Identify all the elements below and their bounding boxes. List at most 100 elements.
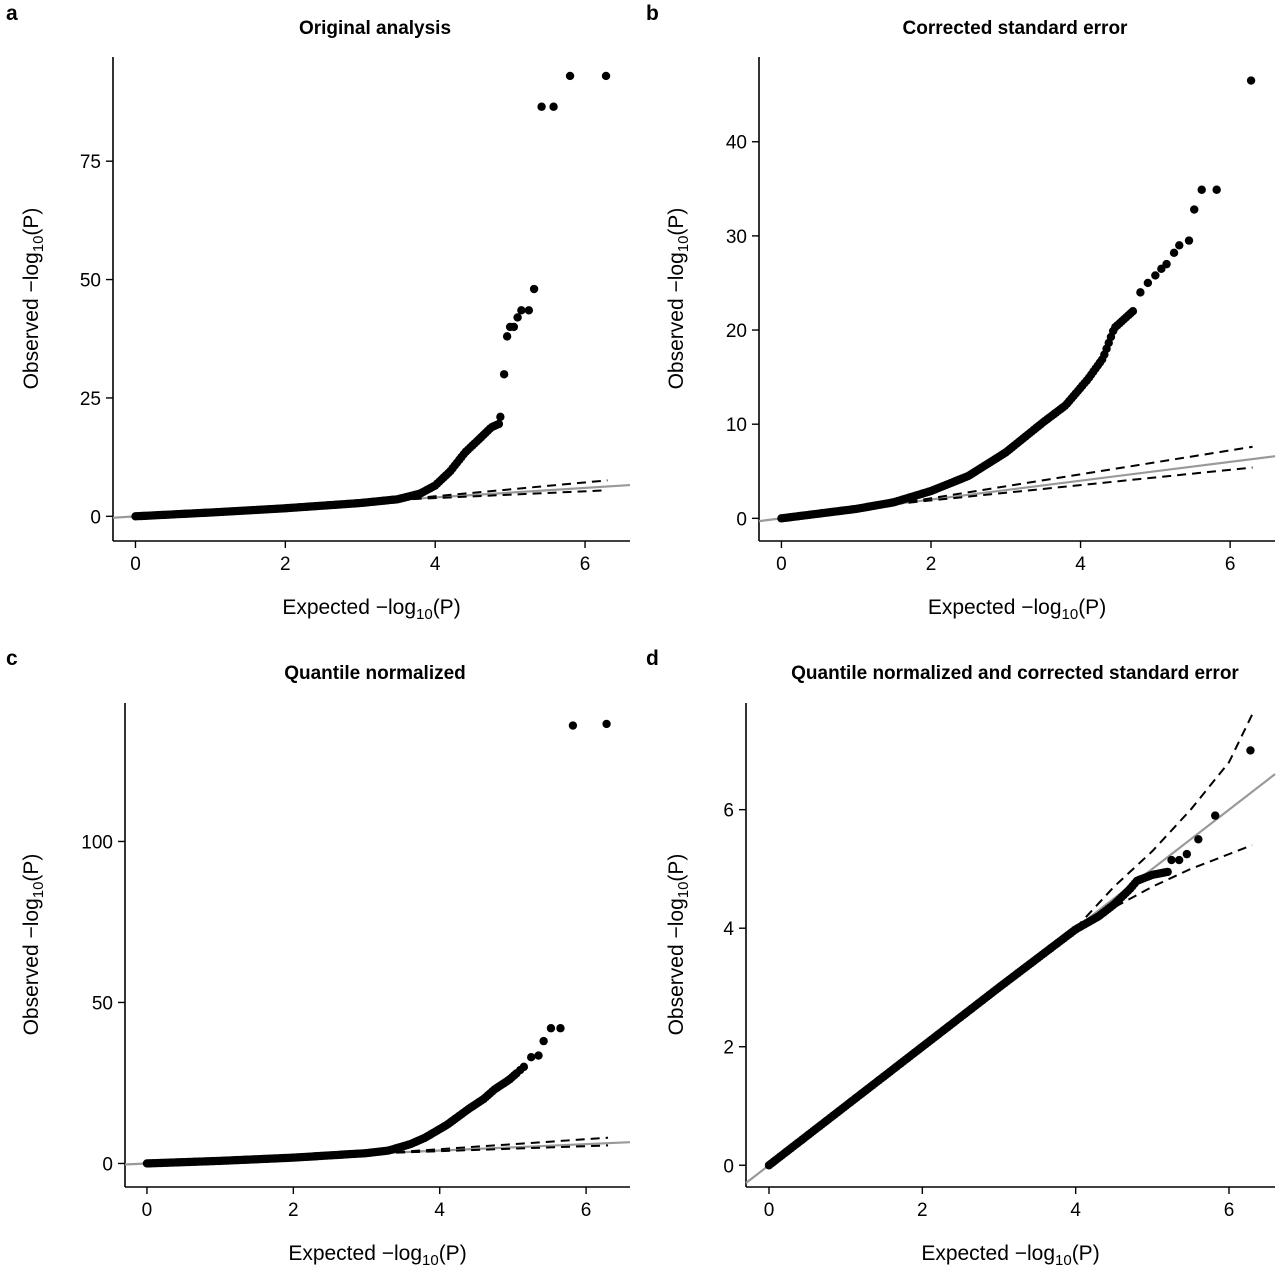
data-point [1175, 241, 1184, 250]
plot-area [758, 76, 1276, 523]
data-point [1151, 271, 1160, 280]
data-point [1136, 288, 1145, 297]
x-tick-label: 4 [430, 554, 441, 575]
x-tick-label: 2 [926, 554, 937, 575]
plot-area [745, 714, 1276, 1184]
x-tick-label: 2 [280, 554, 291, 575]
data-point [502, 332, 512, 341]
data-point [494, 419, 504, 429]
data-point [526, 1053, 536, 1062]
data-point [1143, 278, 1153, 288]
data-point [568, 721, 578, 730]
confidence-band-lower [381, 1144, 609, 1155]
data-point [565, 71, 575, 81]
data-point [534, 1051, 543, 1060]
y-tick-label: 20 [726, 321, 747, 342]
y-axis-label: Observed −log10(P) [665, 208, 692, 390]
panel-d: d Quantile normalized and corrected stan… [640, 645, 1280, 1269]
data-point [509, 322, 519, 332]
data-point [537, 102, 546, 111]
data-point [1128, 307, 1138, 316]
confidence-band-lower [893, 466, 1253, 506]
y-tick-label: 4 [723, 919, 734, 940]
x-tick-label: 2 [288, 1200, 299, 1221]
panel-title: Corrected standard error [902, 18, 1128, 39]
data-point [519, 1062, 529, 1072]
data-point [539, 1036, 548, 1046]
data-point [1246, 746, 1255, 755]
x-axis-label: Expected −log10(P) [921, 1242, 1099, 1269]
x-axis-label: Expected −log10(P) [288, 1242, 466, 1269]
data-point [529, 284, 539, 294]
y-tick-label: 25 [80, 389, 101, 410]
data-point [1167, 855, 1176, 865]
plot-area [124, 719, 631, 1168]
confidence-band-lower [397, 489, 608, 501]
plot-area [112, 71, 631, 521]
data-point [1184, 236, 1194, 245]
data-point [1169, 248, 1179, 258]
data-point [1194, 835, 1203, 844]
x-tick-label: 0 [142, 1200, 153, 1221]
y-axis-label: Observed −log10(P) [665, 854, 692, 1036]
confidence-band-upper [381, 1136, 609, 1155]
y-tick-label: 0 [90, 507, 101, 528]
x-tick-label: 4 [1075, 554, 1086, 575]
panel-letter: d [646, 647, 659, 670]
data-point [513, 313, 522, 322]
data-point [1211, 811, 1220, 820]
panel-a: a Original analysis 0 2 4 6 0 25 50 75 Expected … [0, 0, 640, 640]
y-tick-label: 0 [723, 1156, 734, 1177]
data-point [1174, 855, 1184, 865]
data-point [602, 719, 611, 729]
y-tick-label: 10 [726, 415, 747, 436]
confidence-band-upper [397, 479, 608, 501]
panel-letter: b [646, 2, 659, 25]
x-tick-label: 0 [130, 554, 141, 575]
data-point [1197, 185, 1206, 194]
panel-title: Quantile normalized and corrected standa… [791, 663, 1239, 684]
panel-letter: a [6, 2, 18, 25]
data-point [524, 306, 534, 315]
panel-b: b Corrected standard error 0 2 4 6 0 10 20 30 40… [640, 0, 1280, 640]
y-tick-label: 50 [92, 993, 113, 1014]
y-tick-label: 2 [723, 1038, 734, 1059]
data-point [496, 412, 505, 422]
y-axis-label: Observed −log10(P) [20, 854, 47, 1036]
data-point [556, 1024, 565, 1033]
y-tick-label: 30 [726, 227, 747, 248]
data-point [1212, 185, 1221, 194]
confidence-band-upper [1074, 714, 1253, 929]
data-point [546, 1024, 556, 1033]
y-tick-label: 40 [726, 133, 747, 154]
data-point [1190, 205, 1199, 214]
panel-c: c Quantile normalized 0 2 4 6 0 50 100 Expected… [0, 645, 640, 1269]
data-point [517, 306, 526, 315]
qq-plot: 0 2 4 6 0 2 4 6 Expected −log10(P) Observed −log1… [665, 703, 1276, 1269]
y-tick-label: 75 [80, 152, 101, 173]
panel-title: Quantile normalized [284, 663, 466, 684]
data-point [601, 71, 611, 81]
y-tick-label: 0 [736, 509, 747, 530]
qq-plot: 0 2 4 6 0 50 100 Expected −log10(P) Observed −lo… [20, 703, 631, 1269]
data-point [1246, 76, 1256, 85]
x-axis-label: Expected −log10(P) [928, 596, 1106, 623]
x-tick-label: 6 [1224, 1200, 1235, 1221]
confidence-band-upper [893, 445, 1253, 506]
data-point [1182, 849, 1192, 859]
x-tick-label: 6 [581, 1200, 592, 1221]
panel-title: Original analysis [298, 18, 452, 39]
panel-letter: c [6, 647, 18, 670]
qq-plot: 0 2 4 6 0 10 20 30 40 Expected −log10(P) Observed … [665, 57, 1276, 623]
y-tick-label: 6 [723, 801, 734, 822]
x-axis-label: Expected −log10(P) [282, 596, 460, 623]
data-point [1163, 867, 1172, 877]
x-tick-label: 4 [434, 1200, 445, 1221]
x-tick-label: 4 [1070, 1200, 1081, 1221]
data-point [499, 370, 509, 379]
y-tick-label: 0 [102, 1154, 113, 1175]
y-tick-label: 50 [80, 271, 101, 292]
x-tick-label: 0 [764, 1200, 775, 1221]
x-tick-label: 0 [776, 554, 787, 575]
y-axis-label: Observed −log10(P) [20, 208, 47, 390]
